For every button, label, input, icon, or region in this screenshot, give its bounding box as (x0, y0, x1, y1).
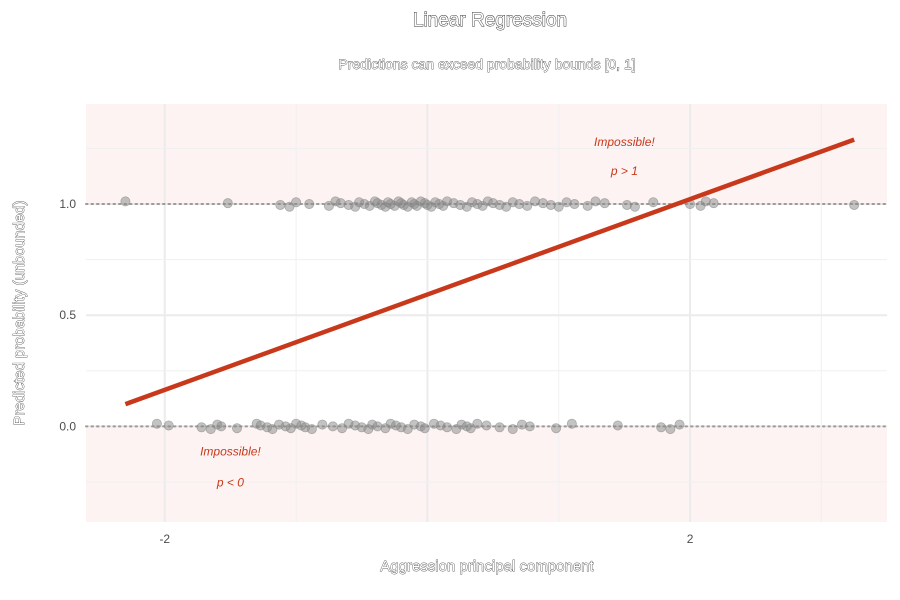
impossible-region-below (86, 426, 887, 522)
data-point (708, 198, 719, 209)
data-point (582, 200, 593, 211)
data-point (599, 198, 610, 209)
y-axis-title: Predicted probability (unbounded) (11, 200, 28, 425)
x-tick-label: -2 (159, 532, 170, 546)
annotation-label: Impossible! (594, 135, 655, 149)
data-point (566, 418, 577, 429)
data-point (849, 199, 860, 210)
data-point (304, 199, 315, 210)
data-point (291, 197, 302, 208)
data-point (306, 424, 317, 435)
impossible-regions (86, 104, 887, 522)
data-point (151, 418, 162, 429)
data-point (216, 421, 227, 432)
data-point (629, 201, 640, 212)
annotation-label: Impossible! (200, 444, 261, 458)
data-point (507, 424, 518, 435)
x-axis-title: Aggression principal component (380, 558, 594, 575)
y-tick-label: 0.0 (59, 419, 76, 433)
annotation-label: p > 1 (610, 164, 638, 178)
data-point (648, 197, 659, 208)
data-point (222, 198, 233, 209)
data-point (275, 199, 286, 210)
data-point (522, 200, 533, 211)
data-point (327, 421, 338, 432)
data-point (665, 424, 676, 435)
y-tick-label: 1.0 (59, 197, 76, 211)
data-point (590, 196, 601, 207)
data-point (674, 419, 685, 430)
data-point (494, 422, 505, 433)
data-points (120, 196, 860, 435)
data-point (317, 419, 328, 430)
chart-title: Linear Regression (413, 10, 567, 31)
chart-subtitle: Predictions can exceed probability bound… (338, 56, 635, 72)
impossible-region-above (86, 104, 887, 205)
data-point (553, 201, 564, 212)
data-point (196, 422, 207, 433)
data-point (481, 420, 492, 431)
tick-labels: -2 2 0.0 0.5 1.0 (59, 197, 693, 546)
x-tick-label: 2 (687, 532, 694, 546)
data-point (612, 420, 623, 431)
regression-line-group (124, 137, 855, 407)
data-point (551, 423, 562, 434)
annotation-label: p < 0 (216, 475, 244, 489)
regression-line (124, 137, 855, 407)
annotations: Impossible! p > 1 Impossible! p < 0 (200, 135, 655, 489)
data-point (569, 199, 580, 210)
data-point (232, 423, 243, 434)
data-point (419, 423, 430, 434)
data-point (442, 422, 453, 433)
data-point (472, 418, 483, 429)
data-point (120, 196, 131, 207)
data-point (524, 421, 535, 432)
y-tick-label: 0.5 (59, 308, 76, 322)
data-point (656, 422, 667, 433)
data-point (163, 420, 174, 431)
